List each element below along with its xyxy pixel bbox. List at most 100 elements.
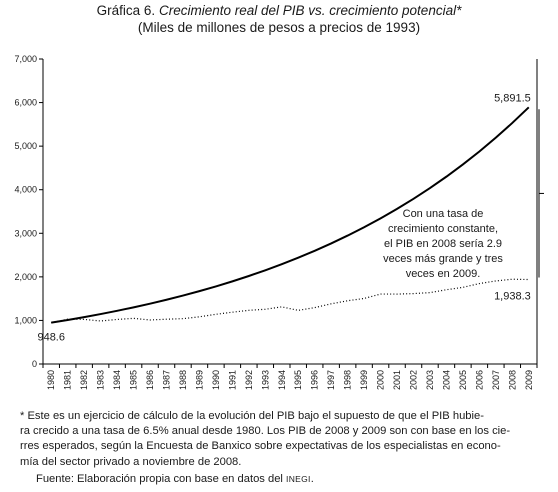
data-point: [479, 151, 480, 152]
data-point: [265, 309, 266, 310]
data-point: [199, 316, 200, 317]
data-point: [331, 243, 332, 244]
data-point: [396, 208, 397, 209]
data-point: [149, 319, 150, 320]
data-point: [429, 187, 430, 188]
data-point: [347, 300, 348, 301]
data-point: [298, 257, 299, 258]
data-point: [512, 122, 513, 123]
series-line-real: [51, 278, 529, 324]
footnote-line-3: rres esperados, según la Encuesta de Ban…: [20, 440, 501, 453]
data-point: [528, 107, 529, 108]
data-point: [51, 322, 52, 323]
data-point: [314, 250, 315, 251]
x-tick-label: 2007: [491, 370, 501, 390]
data-point: [84, 319, 85, 320]
data-point: [413, 293, 414, 294]
x-tick-label: 1998: [343, 370, 353, 390]
x-tick-label: 1990: [211, 370, 221, 390]
annotation-line: Con una tasa de: [403, 208, 484, 220]
data-label: 948.6: [37, 332, 65, 344]
y-tick-label: 1,000: [14, 315, 37, 325]
data-point: [133, 307, 134, 308]
chart-title-prefix: Gráfica 6.: [96, 3, 156, 18]
y-tick-label: 3,000: [14, 228, 37, 238]
data-point: [100, 320, 101, 321]
data-point: [495, 137, 496, 138]
data-point: [248, 310, 249, 311]
source-suffix: .: [310, 473, 314, 485]
data-point: [215, 314, 216, 315]
x-tick-label: 1987: [162, 370, 172, 390]
data-point: [495, 280, 496, 281]
data-point: [380, 218, 381, 219]
data-point: [512, 279, 513, 280]
annotation-line: el PIB en 2008 sería 2.9: [384, 238, 502, 250]
x-tick-label: 1983: [96, 370, 106, 390]
data-point: [182, 318, 183, 319]
x-tick-label: 1982: [79, 370, 89, 390]
x-tick-label: 1986: [145, 370, 155, 390]
x-tick-label: 1981: [63, 370, 73, 390]
x-tick-label: 2006: [474, 370, 484, 390]
data-point: [265, 270, 266, 271]
y-tick-label: 4,000: [14, 185, 37, 195]
x-tick-label: 2001: [392, 370, 402, 390]
data-point: [133, 318, 134, 319]
x-tick-label: 1999: [359, 370, 369, 390]
data-point: [232, 312, 233, 313]
data-point: [479, 283, 480, 284]
y-tick-label: 0: [32, 359, 37, 369]
source-prefix: Fuente: Elaboración propia con base en d…: [36, 473, 283, 485]
line-chart: 0 1,000 2,000 3,000 4,000 5,000 6,000 7,000 198…: [14, 54, 544, 390]
data-label: 5,891.5: [494, 92, 531, 104]
data-point: [232, 281, 233, 282]
y-tick-label: 2,000: [14, 272, 37, 282]
data-point: [429, 292, 430, 293]
footnote-line-4: mía del sector privado a noviembre de 20…: [20, 455, 242, 468]
x-tick-label: 1984: [112, 370, 122, 390]
y-tick-label: 6,000: [14, 98, 37, 108]
data-point: [166, 319, 167, 320]
chart-title: Gráfica 6. Crecimiento real del PIB vs. …: [0, 3, 558, 19]
x-tick-label: 1992: [244, 370, 254, 390]
data-point: [331, 303, 332, 304]
data-point: [281, 264, 282, 265]
x-tick-label: 2003: [425, 370, 435, 390]
data-point: [446, 289, 447, 290]
data-point: [413, 198, 414, 199]
data-point: [215, 286, 216, 287]
data-point: [380, 293, 381, 294]
data-point: [117, 319, 118, 320]
annotation: Con una tasa de crecimiento constante, el …: [383, 109, 544, 280]
x-tick-label: 2008: [507, 370, 517, 390]
data-point: [446, 176, 447, 177]
chart-subtitle: (Miles de millones de pesos a precios de…: [137, 20, 421, 35]
x-tick-label: 2002: [409, 370, 419, 390]
chart-series: [51, 106, 530, 324]
x-tick-label: 1988: [178, 370, 188, 390]
x-tick-label: 1995: [293, 370, 303, 390]
x-tick-label: 1991: [227, 370, 237, 390]
annotation-line: veces más grande y tres: [383, 253, 503, 265]
data-point: [347, 235, 348, 236]
data-point: [100, 313, 101, 314]
data-point: [84, 317, 85, 318]
data-point: [166, 299, 167, 300]
x-tick-label: 2004: [441, 370, 451, 390]
x-tick-label: 1989: [194, 370, 204, 390]
x-tick-label: 1996: [310, 370, 320, 390]
data-point: [528, 279, 529, 280]
x-tick-label: 1985: [129, 370, 139, 390]
data-point: [117, 310, 118, 311]
footnote-line-1: * Este es un ejercicio de cálculo de la …: [20, 410, 484, 422]
data-point: [149, 303, 150, 304]
data-point: [396, 293, 397, 294]
footnote-line-2: ra crecido a una tasa de 6.5% anual desd…: [20, 425, 511, 438]
annotation-line: crecimiento constante,: [388, 223, 498, 235]
data-point: [462, 164, 463, 165]
data-point: [199, 291, 200, 292]
data-point: [298, 310, 299, 311]
data-point: [281, 306, 282, 307]
x-tick-label: 2005: [458, 370, 468, 390]
